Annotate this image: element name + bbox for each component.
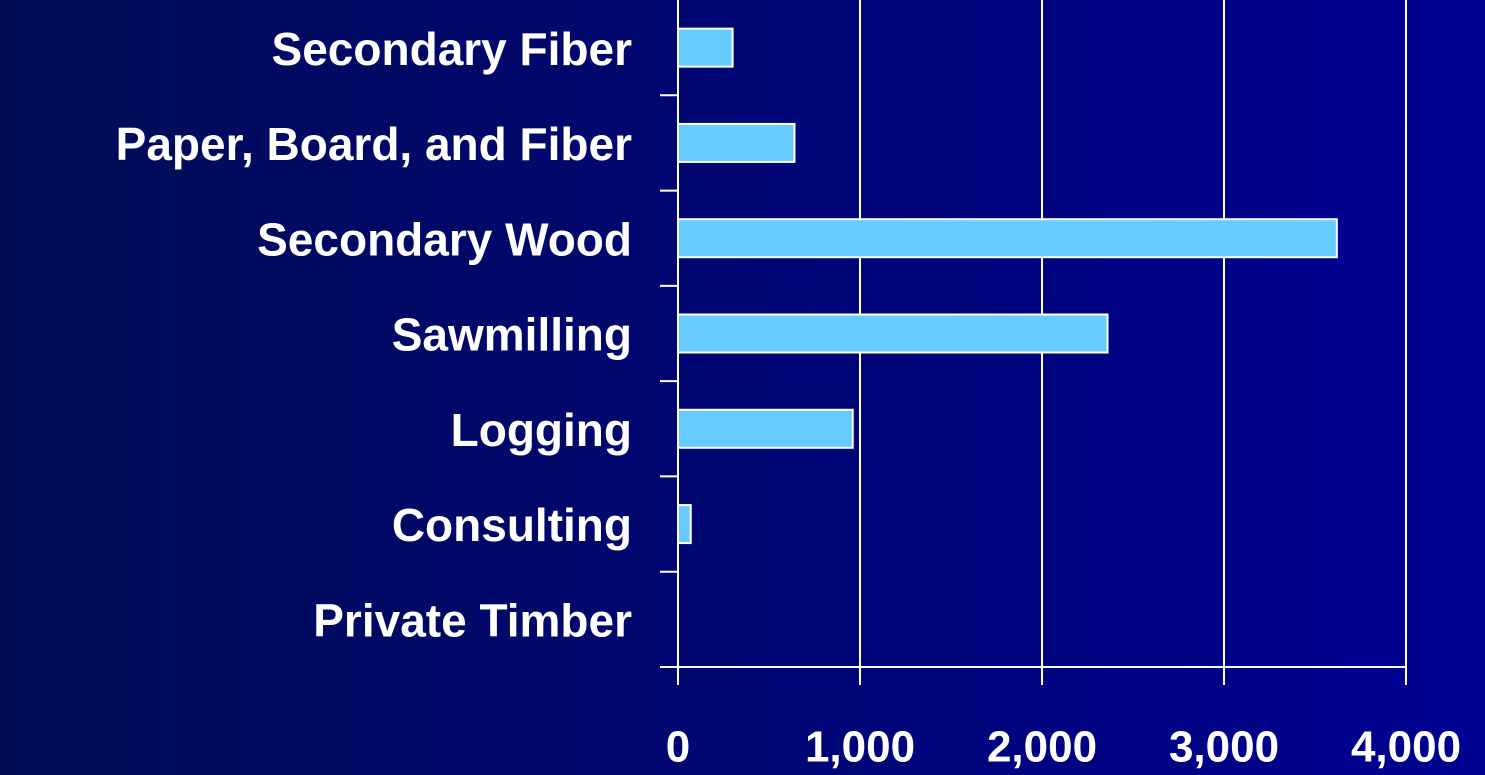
x-tick-label: 4,000	[1351, 723, 1461, 772]
y-tick-label: Sawmilling	[392, 309, 632, 361]
y-tick-label: Logging	[451, 404, 632, 456]
y-tick-label: Consulting	[392, 499, 632, 551]
x-tick-label: 1,000	[805, 723, 915, 772]
y-tick-label: Private Timber	[313, 595, 632, 647]
x-tick-label: 2,000	[987, 723, 1097, 772]
x-tick-label: 3,000	[1169, 723, 1279, 772]
bar	[677, 313, 1109, 354]
y-tick-label: Paper, Board, and Fiber	[116, 118, 632, 170]
bar	[677, 408, 854, 449]
y-tick-label: Secondary Wood	[257, 213, 632, 265]
y-tick-label: Secondary Fiber	[272, 23, 633, 75]
x-tick-label: 0	[666, 723, 690, 772]
bar	[677, 218, 1338, 259]
bar	[677, 27, 734, 68]
bar	[677, 504, 692, 545]
bar	[677, 122, 796, 163]
